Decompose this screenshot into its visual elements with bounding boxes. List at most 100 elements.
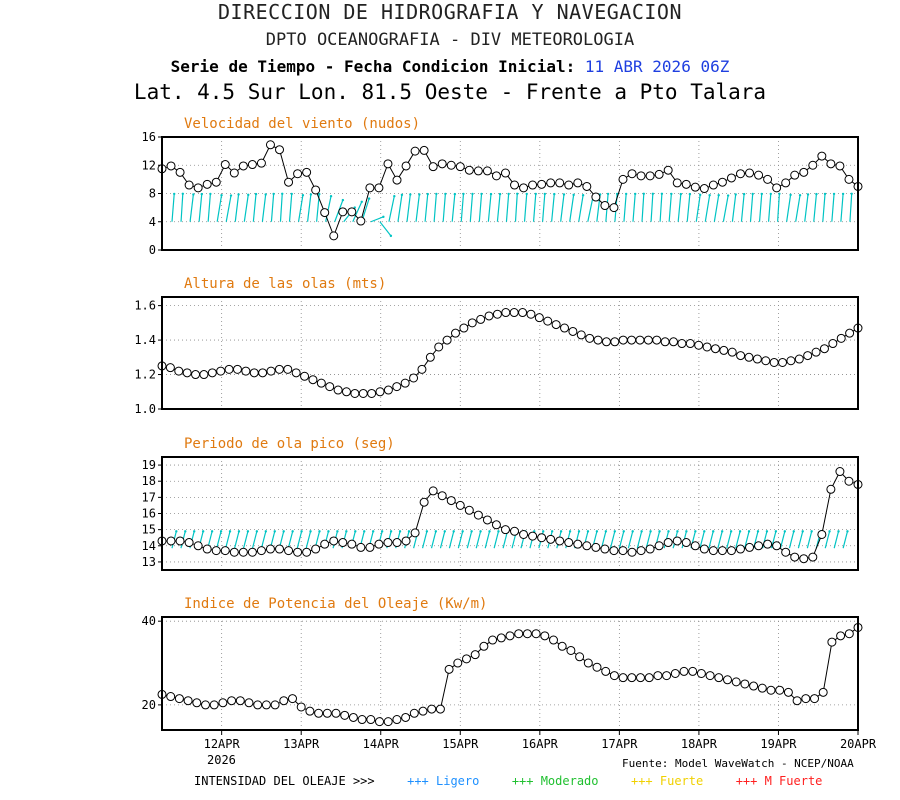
direction-arrow	[767, 193, 772, 222]
data-point	[766, 685, 776, 695]
panel-title: Indice de Potencia del Oleaje (Kw/m)	[184, 596, 487, 612]
data-point	[749, 681, 759, 691]
x-tick-label: 14APR	[363, 737, 400, 751]
arrow-head	[173, 192, 176, 196]
data-point	[505, 631, 515, 641]
direction-arrow	[831, 193, 835, 222]
arrow-head	[363, 530, 366, 533]
data-point	[401, 536, 411, 546]
data-point	[723, 675, 732, 685]
data-point	[455, 162, 465, 172]
data-point	[627, 673, 637, 683]
data-point	[253, 700, 263, 710]
data-point	[383, 385, 393, 395]
data-point	[409, 373, 419, 383]
data-point	[270, 700, 280, 710]
data-point	[679, 666, 689, 676]
arrow-head	[810, 530, 813, 533]
arrow-head	[380, 530, 384, 533]
data-point	[609, 671, 619, 681]
direction-arrow	[270, 193, 275, 222]
data-point	[275, 145, 285, 155]
data-point	[410, 146, 420, 156]
data-point	[183, 696, 193, 706]
arrow-head	[400, 193, 404, 197]
data-point	[609, 546, 619, 556]
data-point	[314, 708, 324, 718]
arrow-head	[595, 530, 599, 533]
data-point	[670, 669, 680, 678]
data-point	[681, 179, 691, 189]
legend-ligero: +++ Ligero	[407, 774, 480, 788]
y-tick-label: 1.0	[134, 402, 156, 416]
data-point	[557, 641, 567, 651]
data-point	[284, 177, 294, 187]
data-point	[258, 368, 268, 378]
arrow-head	[642, 192, 645, 195]
direction-arrow	[695, 194, 701, 222]
arrow-head	[613, 530, 616, 533]
arrow-head	[667, 530, 670, 533]
arrow-head	[751, 192, 754, 196]
data-point	[333, 385, 343, 395]
arrow-head	[542, 530, 545, 533]
data-point	[462, 654, 471, 664]
data-point	[654, 169, 664, 179]
data-point	[302, 167, 312, 177]
direction-arrow	[632, 193, 636, 222]
intensity-legend: INTENSIDAD DEL OLEAJE >>> +++ Ligero +++…	[194, 774, 822, 788]
data-point	[681, 538, 691, 548]
arrow-head	[624, 192, 628, 196]
direction-arrow	[370, 216, 384, 223]
arrow-head	[367, 197, 371, 200]
legend-fuerte: +++ Fuerte	[630, 774, 704, 788]
data-point	[810, 694, 819, 704]
arrow-head	[273, 530, 276, 533]
data-point	[717, 177, 727, 187]
arrow-head	[237, 193, 240, 196]
data-point	[375, 387, 385, 397]
arrow-head	[371, 530, 375, 533]
data-point	[442, 335, 452, 345]
year-label: 2026	[207, 753, 236, 767]
data-point	[708, 180, 718, 190]
arrow-head	[471, 192, 474, 196]
data-point	[790, 170, 800, 180]
direction-arrow	[406, 194, 411, 222]
x-tick-label: 15APR	[442, 737, 479, 751]
arrow-head	[550, 530, 554, 533]
data-point	[235, 696, 245, 706]
data-point	[510, 526, 520, 536]
arrow-head	[841, 192, 845, 196]
data-point	[220, 546, 230, 556]
data-point	[256, 546, 266, 556]
data-point	[247, 160, 257, 170]
arrow-head	[815, 192, 818, 196]
direction-arrow	[804, 194, 809, 222]
data-point	[528, 531, 538, 541]
data-point	[690, 182, 700, 192]
arrow-head	[498, 192, 502, 196]
data-point	[555, 178, 565, 188]
data-point	[560, 323, 570, 333]
data-point	[492, 309, 502, 319]
panel-frame	[161, 456, 859, 571]
data-point	[754, 170, 764, 180]
y-tick-label: 1.2	[134, 368, 156, 382]
direction-arrow	[496, 194, 501, 222]
data-point	[446, 160, 456, 170]
data-point	[357, 715, 367, 725]
direction-arrow	[641, 193, 645, 222]
data-point	[714, 673, 724, 683]
arrow-head	[703, 530, 706, 533]
data-point	[528, 180, 538, 190]
direction-arrow	[779, 531, 786, 549]
data-point	[316, 378, 326, 388]
arrow-head	[676, 530, 679, 533]
data-point	[744, 352, 754, 362]
data-point	[600, 544, 610, 554]
arrow-head	[444, 192, 447, 196]
direction-arrow	[252, 194, 257, 222]
direction-arrow	[388, 196, 395, 222]
y-tick-label: 20	[142, 698, 156, 712]
